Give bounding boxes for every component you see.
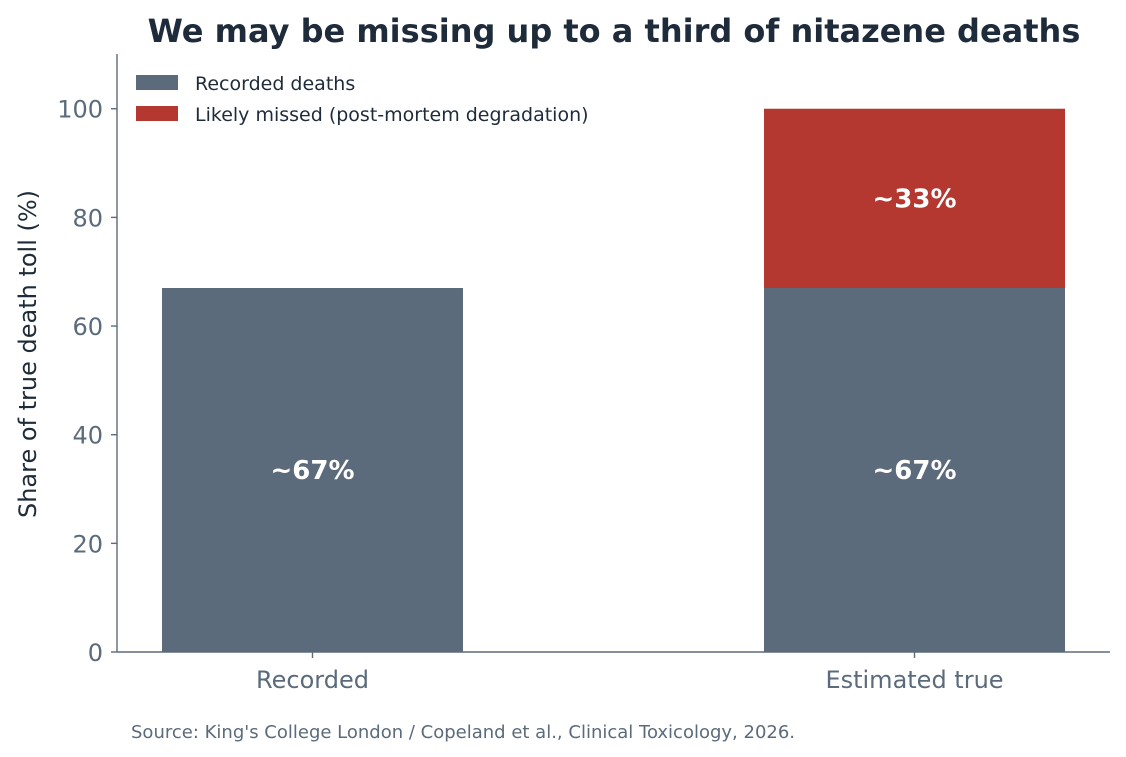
x-axis-ticks: Recorded Estimated true — [256, 652, 1004, 694]
y-axis-ticks: 0 20 40 60 80 100 — [57, 96, 117, 667]
legend-swatch-series-0 — [136, 75, 178, 90]
bar-estimated-true-series-1 — [764, 108, 1065, 289]
legend: Recorded deaths Likely missed (post-morte… — [136, 73, 589, 126]
data-label-estimated-true-series-1: ~33% — [872, 184, 956, 214]
legend-label-series-1: Likely missed (post-mortem degradation) — [195, 104, 589, 126]
legend-swatch-series-1 — [136, 106, 178, 121]
bars-layer — [162, 108, 1065, 652]
source-note: Source: King's College London / Copeland… — [131, 722, 795, 743]
y-tick-label: 60 — [72, 313, 103, 341]
y-tick-label: 0 — [88, 639, 103, 667]
y-tick-label: 80 — [72, 204, 103, 232]
x-tick-label: Recorded — [256, 666, 369, 694]
y-axis-label: Share of true death toll (%) — [14, 190, 42, 518]
data-label-estimated-true-series-0: ~67% — [872, 456, 956, 486]
x-tick-label: Estimated true — [825, 666, 1003, 694]
legend-label-series-0: Recorded deaths — [195, 73, 355, 95]
y-tick-label: 100 — [57, 96, 103, 124]
chart-title: We may be missing up to a third of nitaz… — [148, 12, 1081, 50]
data-label-recorded-series-0: ~67% — [270, 456, 354, 486]
y-tick-label: 20 — [72, 530, 103, 558]
data-labels-layer: ~67% ~67% ~33% — [270, 184, 956, 486]
bar-recorded-series-0 — [162, 288, 463, 652]
bar-estimated-true-series-0 — [764, 288, 1065, 652]
y-tick-label: 40 — [72, 422, 103, 450]
